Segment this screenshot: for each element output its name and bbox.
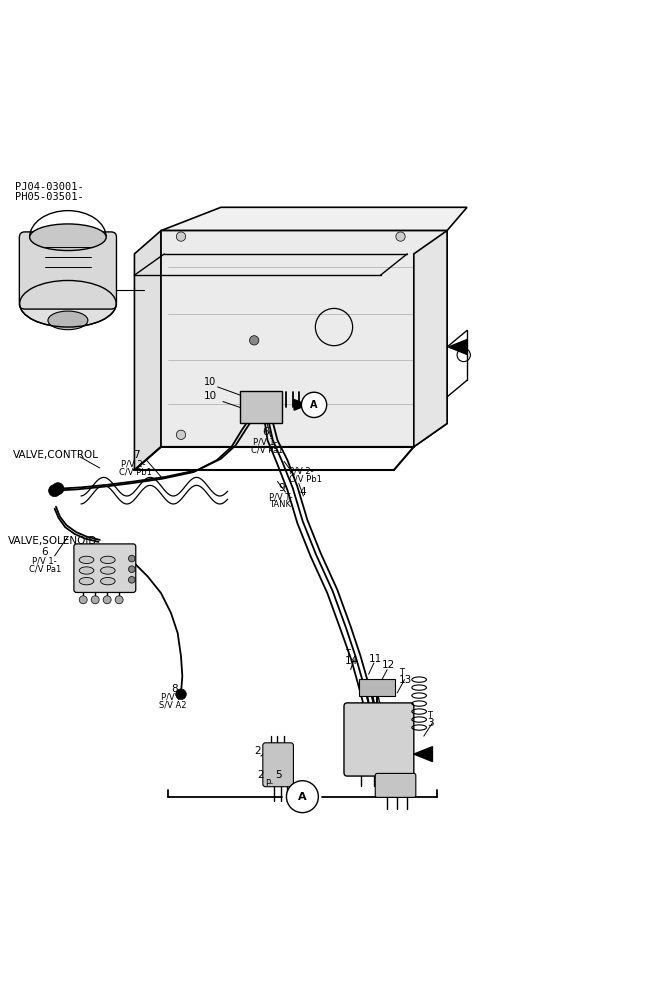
Circle shape bbox=[49, 485, 61, 497]
Text: P/V T-: P/V T- bbox=[269, 492, 293, 501]
Text: 10: 10 bbox=[204, 377, 216, 387]
Text: P/V 1-: P/V 1- bbox=[32, 556, 57, 565]
Polygon shape bbox=[161, 231, 447, 447]
Text: T: T bbox=[345, 649, 350, 658]
Text: 9: 9 bbox=[279, 483, 285, 493]
Circle shape bbox=[128, 555, 135, 562]
Text: S/V A2: S/V A2 bbox=[159, 701, 186, 710]
Text: 10: 10 bbox=[204, 391, 217, 401]
Text: C/V Pa1: C/V Pa1 bbox=[29, 564, 61, 573]
Text: C/V Pa1: C/V Pa1 bbox=[251, 446, 283, 455]
Text: T: T bbox=[399, 668, 404, 677]
Text: 11: 11 bbox=[369, 654, 383, 664]
Text: VALVE,CONTROL: VALVE,CONTROL bbox=[13, 450, 100, 460]
Polygon shape bbox=[414, 747, 432, 762]
Ellipse shape bbox=[79, 556, 94, 564]
Text: P/V 2-: P/V 2- bbox=[289, 466, 313, 475]
Circle shape bbox=[79, 596, 88, 604]
Circle shape bbox=[128, 577, 135, 583]
Circle shape bbox=[176, 232, 186, 241]
Circle shape bbox=[52, 483, 64, 495]
Text: PH05-03501-: PH05-03501- bbox=[15, 192, 84, 202]
Text: 3: 3 bbox=[427, 718, 434, 728]
Text: P/V 2-: P/V 2- bbox=[121, 460, 146, 469]
Ellipse shape bbox=[100, 556, 115, 564]
Text: PJ04-03001-: PJ04-03001- bbox=[15, 182, 84, 192]
Circle shape bbox=[250, 336, 259, 345]
Text: VALVE,SOLENOID: VALVE,SOLENOID bbox=[8, 536, 98, 546]
Circle shape bbox=[301, 392, 327, 418]
FancyBboxPatch shape bbox=[344, 703, 414, 776]
Polygon shape bbox=[448, 340, 467, 354]
FancyBboxPatch shape bbox=[19, 232, 116, 309]
FancyBboxPatch shape bbox=[375, 773, 415, 797]
Text: 6: 6 bbox=[262, 427, 269, 437]
Text: A: A bbox=[311, 400, 318, 410]
Circle shape bbox=[287, 781, 319, 813]
Circle shape bbox=[176, 689, 186, 700]
Circle shape bbox=[92, 596, 99, 604]
Text: T: T bbox=[427, 711, 432, 720]
Polygon shape bbox=[294, 400, 307, 410]
Text: 12: 12 bbox=[382, 660, 395, 670]
Text: 4: 4 bbox=[299, 487, 306, 497]
Circle shape bbox=[176, 430, 186, 439]
FancyBboxPatch shape bbox=[359, 679, 395, 696]
FancyBboxPatch shape bbox=[240, 391, 282, 423]
FancyBboxPatch shape bbox=[74, 544, 136, 592]
Polygon shape bbox=[161, 207, 467, 231]
Ellipse shape bbox=[19, 280, 116, 327]
Circle shape bbox=[128, 566, 135, 573]
Text: P-: P- bbox=[265, 779, 273, 788]
Ellipse shape bbox=[100, 577, 115, 585]
Text: 13: 13 bbox=[399, 675, 412, 685]
Text: 5: 5 bbox=[275, 770, 282, 780]
Text: 2: 2 bbox=[257, 770, 264, 780]
Text: 8: 8 bbox=[171, 684, 178, 694]
Ellipse shape bbox=[79, 577, 94, 585]
Text: 7: 7 bbox=[133, 450, 140, 460]
Ellipse shape bbox=[48, 311, 88, 330]
Text: C/V Pb1: C/V Pb1 bbox=[289, 474, 321, 483]
Ellipse shape bbox=[100, 567, 115, 574]
Text: TANK: TANK bbox=[269, 500, 291, 509]
Text: C/V Pb1: C/V Pb1 bbox=[119, 468, 152, 477]
Circle shape bbox=[115, 596, 123, 604]
FancyBboxPatch shape bbox=[263, 743, 293, 787]
Circle shape bbox=[103, 596, 111, 604]
Text: P/V 1-: P/V 1- bbox=[253, 438, 277, 447]
Text: 2: 2 bbox=[254, 746, 261, 756]
Ellipse shape bbox=[29, 224, 106, 251]
Circle shape bbox=[396, 232, 405, 241]
Text: P/V P-: P/V P- bbox=[161, 693, 186, 702]
Text: A: A bbox=[298, 792, 307, 802]
Polygon shape bbox=[414, 231, 447, 447]
Text: 6: 6 bbox=[41, 547, 48, 557]
Polygon shape bbox=[134, 231, 161, 470]
Text: 14: 14 bbox=[345, 656, 359, 666]
Ellipse shape bbox=[79, 567, 94, 574]
